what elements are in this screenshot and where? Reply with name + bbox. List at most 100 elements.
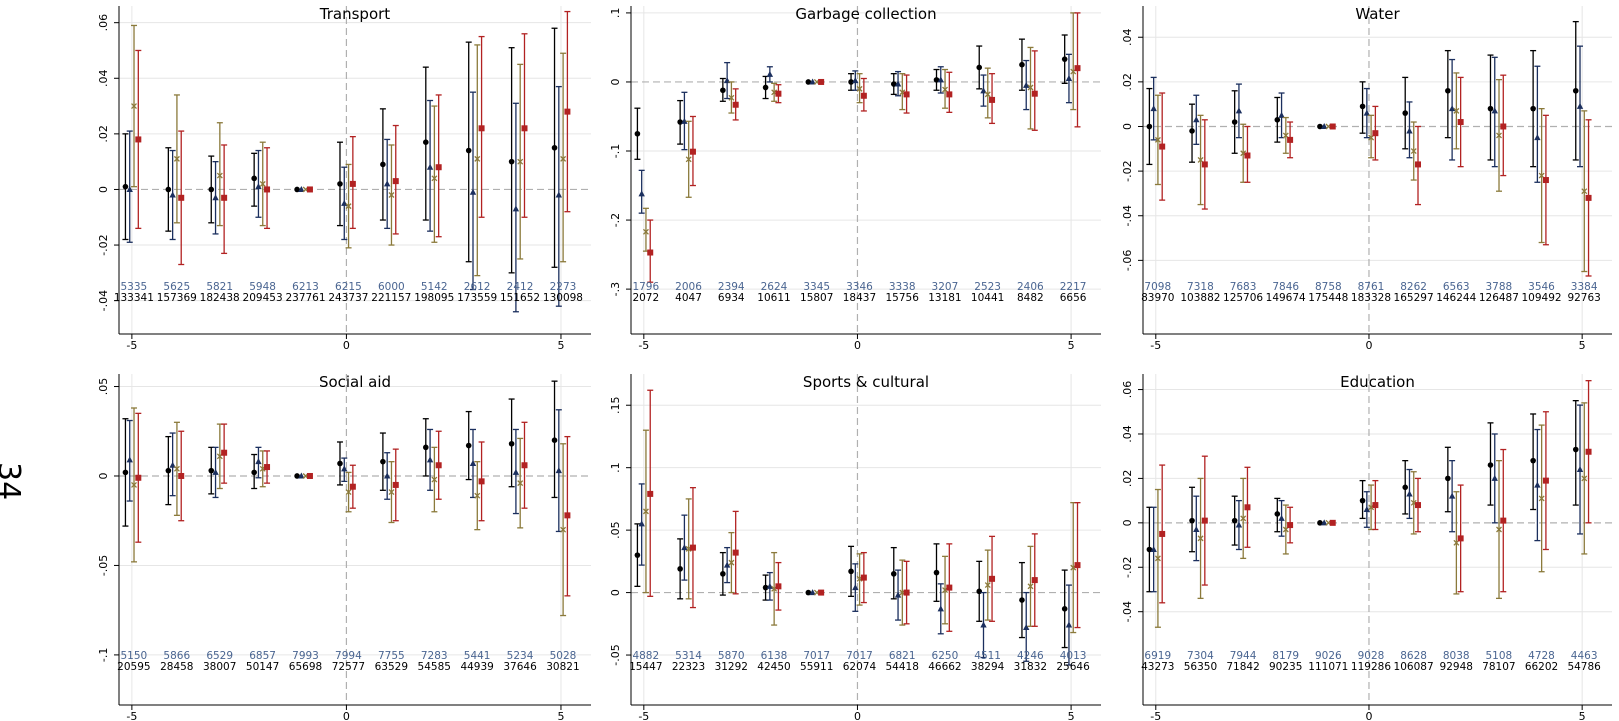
count-label-top: 4882	[632, 650, 659, 662]
point-x	[642, 508, 649, 515]
y-tick-label: 0	[609, 78, 622, 85]
y-tick-label: .06	[97, 14, 110, 32]
count-label-bottom: 78107	[1482, 661, 1515, 673]
point-square	[1074, 65, 1081, 72]
x-tick-label: -5	[1150, 710, 1161, 721]
series-x	[131, 407, 567, 617]
count-label-top: 3788	[1486, 281, 1513, 293]
count-label-top: 8038	[1443, 650, 1470, 662]
point-x	[1154, 555, 1161, 562]
x-tick-label: 5	[1068, 339, 1075, 352]
point-triangle	[383, 472, 391, 479]
point-square	[306, 186, 313, 193]
count-label-bottom: 133341	[114, 292, 154, 304]
point-square	[647, 490, 654, 497]
point-circle	[890, 571, 897, 577]
count-label-top: 2217	[1060, 281, 1087, 293]
point-triangle	[1193, 116, 1200, 123]
point-x	[560, 526, 567, 533]
point-square	[564, 108, 571, 115]
series-circle	[122, 380, 558, 527]
count-label-top: 5441	[464, 650, 491, 662]
point-x	[1496, 132, 1502, 139]
point-triangle	[1448, 492, 1456, 499]
y-tick-label: .02	[1121, 73, 1134, 91]
point-circle	[208, 467, 215, 474]
count-label-top: 2273	[550, 281, 577, 293]
point-triangle	[852, 77, 859, 84]
count-label-bottom: 54418	[885, 661, 918, 673]
point-circle	[1231, 517, 1238, 524]
count-label-bottom: 55911	[800, 661, 833, 673]
count-label-bottom: 65698	[289, 661, 322, 673]
point-triangle	[1406, 127, 1413, 134]
point-x	[1154, 136, 1161, 143]
panel-title: Education	[1340, 373, 1415, 391]
series-circle	[1146, 20, 1579, 168]
x-tick-label: 0	[343, 339, 350, 352]
y-tick-label: .04	[1121, 425, 1134, 443]
point-square	[989, 96, 996, 103]
point-x	[728, 94, 735, 101]
count-label-top: 1796	[632, 281, 659, 293]
point-triangle	[212, 194, 219, 201]
point-triangle	[126, 185, 133, 192]
point-x	[517, 158, 524, 165]
panel-sports-cultural: -.05 0 .05 .1 .15 -5 0 5 Sports & cultural 488215…	[609, 373, 1101, 721]
point-x	[1027, 583, 1034, 590]
count-label-bottom: 175448	[1308, 292, 1348, 304]
point-square	[1244, 504, 1251, 511]
count-label-bottom: 130098	[543, 292, 583, 304]
point-circle	[1359, 103, 1366, 110]
point-circle	[1317, 123, 1323, 130]
y-tick-label: 0	[1121, 519, 1134, 526]
point-square	[135, 474, 142, 481]
count-label-top: 5866	[163, 650, 190, 662]
point-square	[178, 194, 185, 201]
point-square	[1031, 90, 1038, 97]
point-x	[685, 156, 692, 163]
count-label-top: 6250	[932, 650, 959, 662]
point-x	[1197, 535, 1204, 542]
point-circle	[976, 64, 983, 71]
count-label-bottom: 83970	[1141, 292, 1174, 304]
y-tick-label: -.1	[97, 648, 110, 662]
point-x	[1240, 515, 1247, 522]
x-tick-label: 5	[557, 710, 564, 721]
x-tick-label: -5	[126, 710, 137, 721]
point-triangle	[555, 191, 563, 198]
point-square	[775, 90, 782, 97]
point-triangle	[1278, 514, 1285, 521]
y-tick-label: -.04	[1121, 205, 1134, 226]
count-label-bottom: 126487	[1479, 292, 1519, 304]
point-square	[178, 472, 185, 479]
point-triangle	[937, 76, 944, 83]
point-square	[689, 148, 696, 155]
count-label-bottom: 103882	[1180, 292, 1220, 304]
point-square	[647, 249, 654, 256]
point-square	[689, 544, 696, 551]
point-x	[131, 481, 137, 488]
count-label-top: 7993	[292, 650, 319, 662]
count-label-bottom: 15807	[800, 292, 833, 304]
count-label-top: 8758	[1315, 281, 1342, 293]
series-x	[1154, 402, 1588, 628]
point-circle	[165, 467, 172, 474]
count-label-top: 7683	[1230, 281, 1257, 293]
point-square	[1329, 519, 1336, 526]
count-label-top: 9028	[1358, 650, 1385, 662]
point-square	[1372, 130, 1379, 137]
point-triangle	[1534, 481, 1541, 488]
point-circle	[465, 147, 472, 154]
point-square	[135, 136, 142, 143]
count-label-top: 7098	[1144, 281, 1171, 293]
point-circle	[848, 79, 854, 85]
point-circle	[890, 81, 897, 87]
point-triangle	[1576, 466, 1584, 473]
point-triangle	[980, 87, 987, 94]
count-label-bottom: 37646	[503, 661, 537, 673]
point-triangle	[169, 191, 176, 198]
point-circle	[380, 458, 386, 465]
count-label-top: 3338	[889, 281, 916, 293]
